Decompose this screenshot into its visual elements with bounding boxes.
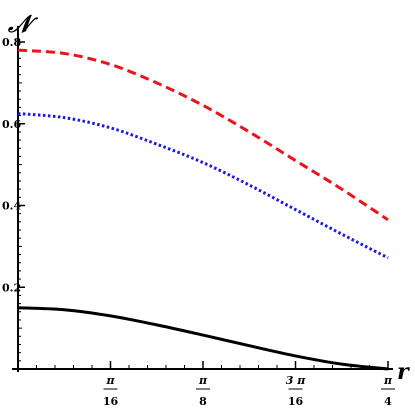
x-axis-title: r [397, 359, 410, 385]
x-tick-denominator: 16 [103, 395, 119, 408]
x-tick-denominator: 16 [288, 395, 304, 408]
x-tick-denominator: 4 [384, 395, 392, 408]
series-line-blue-dotted [17, 112, 389, 260]
x-tick-numerator: π [383, 374, 393, 387]
ticks: 0.2 0.4 0.6 0.8 π 16 π 8 3 π 16 π 4 [2, 36, 395, 408]
axes [12, 25, 393, 372]
series-line-red-dashed [17, 48, 389, 222]
x-tick-numerator: π [105, 374, 115, 387]
series-group [17, 48, 389, 371]
x-tick-denominator: 8 [199, 395, 207, 408]
x-tick-numerator: π [198, 374, 208, 387]
y-tick-label: 0.4 [2, 200, 21, 213]
y-tick-label: 0.8 [2, 36, 21, 49]
y-axis-title: 𝒩 [7, 9, 39, 38]
x-tick-numerator: 3 π [286, 374, 306, 387]
y-tick-label: 0.6 [2, 118, 21, 131]
y-tick-label: 0.2 [2, 281, 21, 294]
series-line-black-solid [17, 306, 389, 371]
